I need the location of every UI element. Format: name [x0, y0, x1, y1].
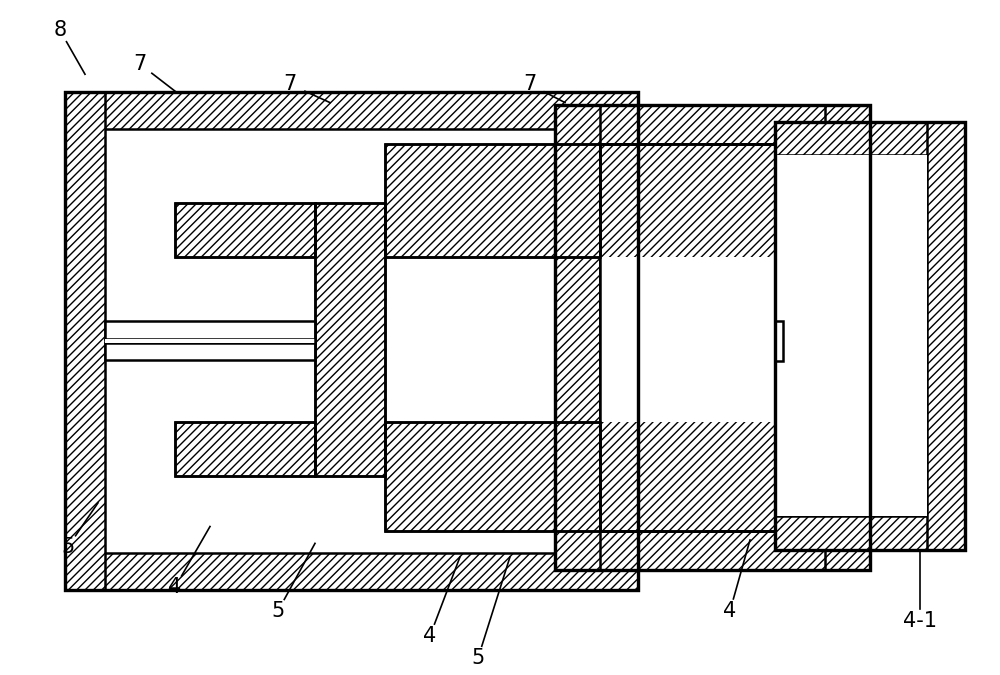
- Bar: [175, 422, 315, 476]
- Bar: [175, 422, 315, 476]
- Text: 5: 5: [271, 601, 285, 621]
- Bar: [775, 122, 965, 550]
- Bar: [775, 516, 965, 550]
- Bar: [175, 202, 315, 256]
- Text: 5: 5: [471, 648, 485, 668]
- Bar: [927, 122, 965, 550]
- Bar: [600, 256, 775, 422]
- Bar: [825, 105, 870, 570]
- Text: 7: 7: [523, 74, 537, 94]
- Bar: [105, 321, 315, 339]
- Bar: [105, 129, 638, 553]
- Bar: [385, 144, 600, 256]
- Bar: [315, 202, 385, 476]
- Bar: [775, 122, 965, 550]
- Bar: [775, 122, 965, 155]
- Text: 7: 7: [133, 54, 147, 74]
- Bar: [65, 92, 638, 590]
- Bar: [65, 92, 638, 129]
- Bar: [600, 144, 775, 531]
- Text: 4-1: 4-1: [903, 611, 937, 631]
- Bar: [775, 321, 783, 361]
- Text: 5: 5: [61, 537, 75, 557]
- Text: 8: 8: [53, 20, 67, 40]
- Bar: [555, 105, 600, 570]
- Bar: [385, 422, 600, 531]
- Bar: [385, 144, 600, 256]
- Bar: [555, 105, 870, 570]
- Bar: [555, 105, 870, 144]
- Text: 7: 7: [283, 74, 297, 94]
- Bar: [105, 339, 315, 343]
- Bar: [105, 343, 315, 360]
- Bar: [385, 422, 600, 531]
- Bar: [175, 202, 315, 256]
- Bar: [65, 92, 638, 590]
- Bar: [555, 531, 870, 570]
- Bar: [65, 92, 105, 590]
- Bar: [555, 105, 870, 570]
- Bar: [65, 553, 638, 590]
- Text: 4: 4: [723, 601, 737, 621]
- Bar: [600, 144, 775, 531]
- Text: 4: 4: [423, 626, 437, 646]
- Bar: [555, 105, 870, 570]
- Bar: [775, 122, 965, 550]
- Text: 4: 4: [168, 577, 182, 597]
- Bar: [315, 202, 385, 476]
- Bar: [775, 155, 927, 516]
